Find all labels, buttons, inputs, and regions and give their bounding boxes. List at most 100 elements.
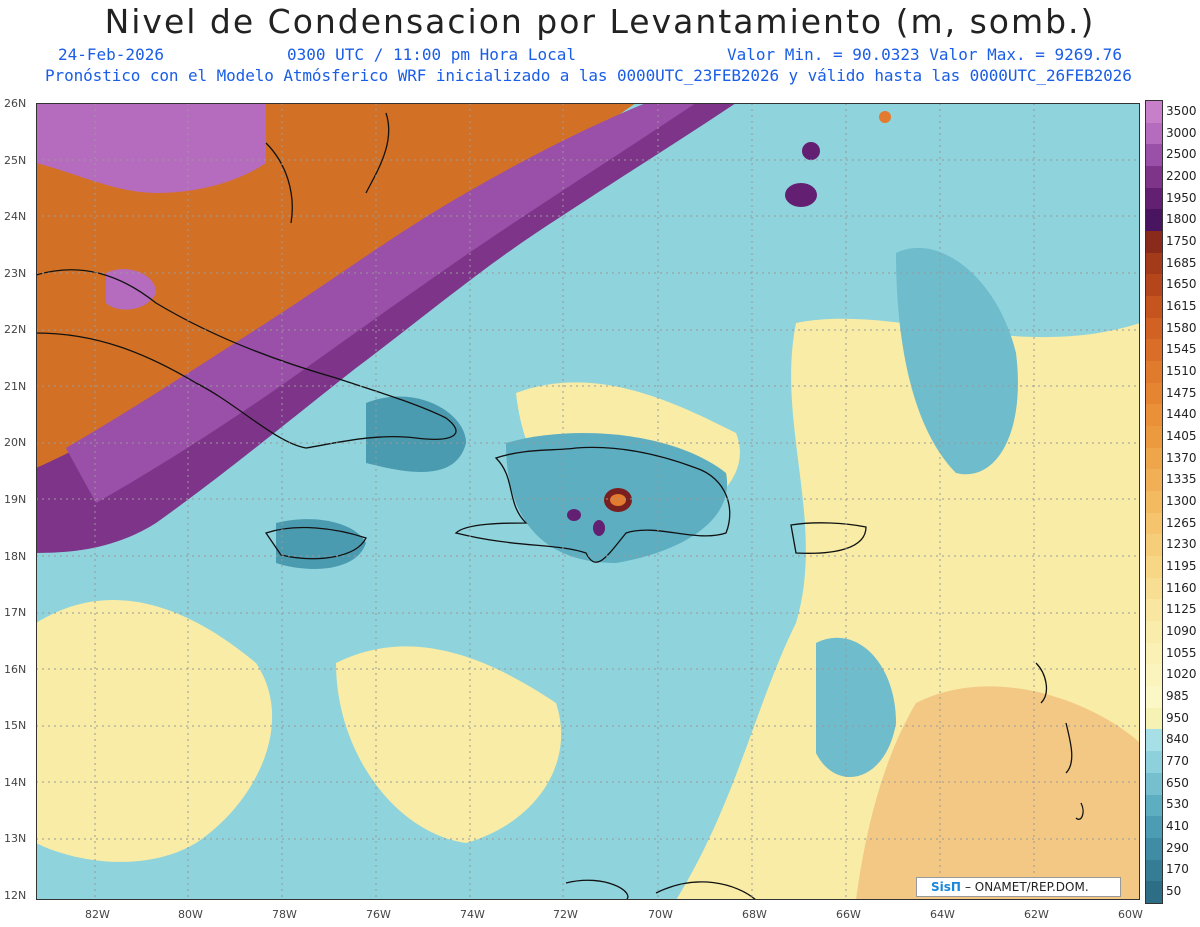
lat-label: 26N [4,97,27,110]
lon-label: 70W [648,908,673,921]
colorbar-cell [1146,447,1162,470]
field-orange-spot-2 [879,111,891,123]
colorbar-label: 1195 [1166,559,1197,574]
colorbar-label: 985 [1166,689,1189,704]
lon-label: 60W [1118,908,1143,921]
field-dark-spot-2 [567,509,581,521]
coastline-bahamas [265,112,390,224]
colorbar-label: 1650 [1166,277,1197,292]
model-info-label: Pronóstico con el Modelo Atmósferico WRF… [45,66,1132,85]
lat-label: 12N [4,889,27,902]
field-purple-northwest [36,103,266,193]
min-max-label: Valor Min. = 90.0323 Valor Max. = 9269.7… [727,45,1122,64]
colorbar-cell [1146,404,1162,427]
colorbar-cell [1146,469,1162,492]
lon-label: 78W [272,908,297,921]
lat-label: 18N [4,550,27,563]
field-orange-spot [610,494,626,506]
colorbar-label: 410 [1166,819,1189,834]
colorbar-label: 840 [1166,732,1189,747]
colorbar-cell [1146,664,1162,687]
colorbar-label: 1685 [1166,255,1197,270]
lon-label: 80W [178,908,203,921]
colorbar-label: 650 [1166,775,1189,790]
colorbar-label: 1020 [1166,667,1197,682]
lat-label: 17N [4,606,27,619]
colorbar-cell [1146,187,1162,210]
colorbar-cell [1146,772,1162,795]
map-frame [36,103,1140,900]
colorbar-label: 1265 [1166,515,1197,530]
colorbar-cell [1146,317,1162,340]
lat-label: 22N [4,323,27,336]
colorbar-label: 1580 [1166,320,1197,335]
lat-label: 23N [4,267,27,280]
colorbar-label: 1370 [1166,450,1197,465]
time-label: 0300 UTC / 11:00 pm Hora Local [287,45,576,64]
colorbar-label: 3000 [1166,125,1197,140]
colorbar-cell [1146,751,1162,773]
gridlines [36,103,1140,900]
field-teal-southeast [816,637,896,777]
field-yellow-south [336,646,562,843]
colorbar-cell [1146,556,1162,578]
colorbar-label: 1800 [1166,212,1197,227]
lat-label: 15N [4,719,27,732]
colorbar-cell [1146,859,1162,882]
sispi-logo: SisΠ [931,880,961,894]
colorbar-cell [1146,881,1162,903]
colorbar-label: 1405 [1166,428,1197,443]
colorbar-cell [1146,361,1162,383]
map-title: Nivel de Condensacion por Levantamiento … [104,2,1096,41]
coastline-south-america [565,879,757,900]
colorbar-label: 1950 [1166,190,1197,205]
field-dark-spot-3 [593,520,605,536]
colorbar-cell [1146,252,1162,275]
colorbar-label: 50 [1166,884,1182,899]
colorbar-label: 1335 [1166,472,1197,487]
colorbar-cell [1146,339,1162,362]
colorbar-cell [1146,837,1162,860]
colorbar-label: 170 [1166,862,1189,877]
colorbar-label: 1125 [1166,602,1197,617]
colorbar-cell [1146,274,1162,297]
colorbar-label: 1090 [1166,624,1197,639]
lat-label: 19N [4,493,27,506]
colorbar-cell [1146,382,1162,405]
coastline-cuba [36,269,457,449]
colorbar-label: 1750 [1166,233,1197,248]
colorbar-label: 1160 [1166,580,1197,595]
colorbar-cell [1146,621,1162,643]
colorbar-label: 3500 [1166,103,1197,118]
field-dark-spot-5 [785,183,817,207]
lon-label: 66W [836,908,861,921]
field-orange-southeast [856,686,1140,900]
colorbar-cell [1146,577,1162,600]
lon-label: 76W [366,908,391,921]
coastline-lesser-antilles [1035,662,1084,820]
lon-label: 74W [460,908,485,921]
lon-label: 62W [1024,908,1049,921]
colorbar-label: 950 [1166,710,1189,725]
colorbar-label: 1055 [1166,645,1197,660]
colorbar-label: 530 [1166,797,1189,812]
coastlines [36,112,1084,900]
field-purple-cuba-west [106,269,156,310]
colorbar-cell [1146,729,1162,752]
colorbar-cell [1146,144,1162,167]
colorbar-label: 1440 [1166,407,1197,422]
colorbar-cell [1146,426,1162,448]
colorbar-cell [1146,231,1162,253]
colorbar-label: 1475 [1166,385,1197,400]
colorbar-label: 770 [1166,754,1189,769]
colorbar-cell [1146,166,1162,188]
field-yellow-southwest [36,600,273,862]
colorbar-cell [1146,686,1162,708]
colorbar-label: 290 [1166,840,1189,855]
map-panel [36,103,1140,900]
lat-label: 13N [4,832,27,845]
colorbar-cell [1146,101,1162,123]
colorbar-label: 2500 [1166,147,1197,162]
field-purple-band-light [66,103,696,503]
credit-text: – ONAMET/REP.DOM. [964,880,1089,894]
